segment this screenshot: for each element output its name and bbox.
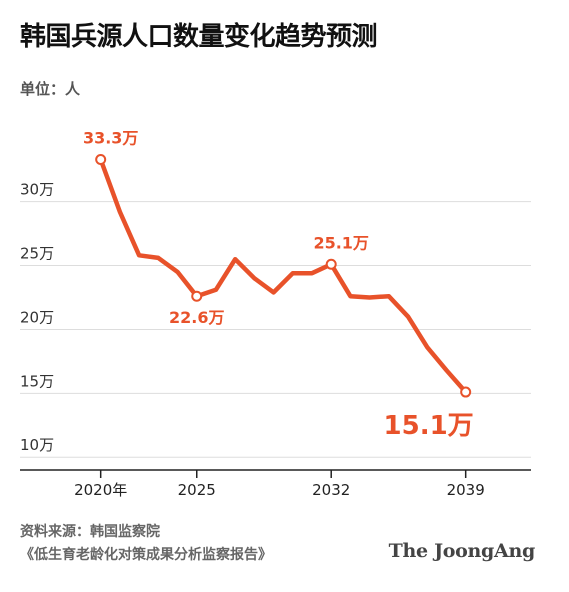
data-point-marker: [95, 154, 107, 165]
y-tick-label: 10万: [20, 436, 54, 454]
data-label: 22.6万: [169, 308, 224, 327]
data-labels: 33.3万 22.6万 25.1万 15.1万: [83, 129, 474, 442]
x-tick-label: 2032: [312, 481, 350, 499]
data-point-marker: [460, 386, 472, 398]
x-tick-label: 2025: [178, 481, 216, 499]
data-label: 25.1万: [313, 233, 368, 252]
unit-label: 单位：人: [20, 80, 81, 98]
source-line-1: 资料来源：韩国监察院: [20, 524, 160, 540]
y-tick-label: 30万: [20, 181, 54, 199]
x-tick-labels: 2020年 2025 2032 2039: [74, 481, 485, 499]
y-tick-label: 20万: [20, 308, 54, 326]
series-line: [98, 157, 468, 395]
x-tick-label: 2020年: [74, 481, 127, 499]
x-tick-label: 2039: [447, 481, 485, 499]
data-point-marker: [325, 258, 337, 270]
x-ticks: [99, 470, 467, 478]
highlight-markers: [95, 154, 472, 398]
line-chart: 10万 15万 20万 25万 30万 2020年 2025 2032 2039 33.3万 2…: [20, 129, 531, 499]
y-tick-label: 25万: [20, 245, 54, 263]
data-point-marker: [191, 290, 203, 302]
chart-title: 韩国兵源人口数量变化趋势预测: [20, 22, 378, 52]
data-label: 15.1万: [384, 411, 474, 441]
y-tick-label: 15万: [20, 372, 54, 390]
data-label: 33.3万: [83, 129, 138, 148]
y-tick-labels: 10万 15万 20万 25万 30万: [20, 181, 54, 455]
gridlines: [20, 201, 531, 458]
brand-logo: The JoongAng: [388, 540, 536, 562]
source-line-2: 《低生育老龄化对策成果分析监察报告》: [20, 547, 272, 563]
